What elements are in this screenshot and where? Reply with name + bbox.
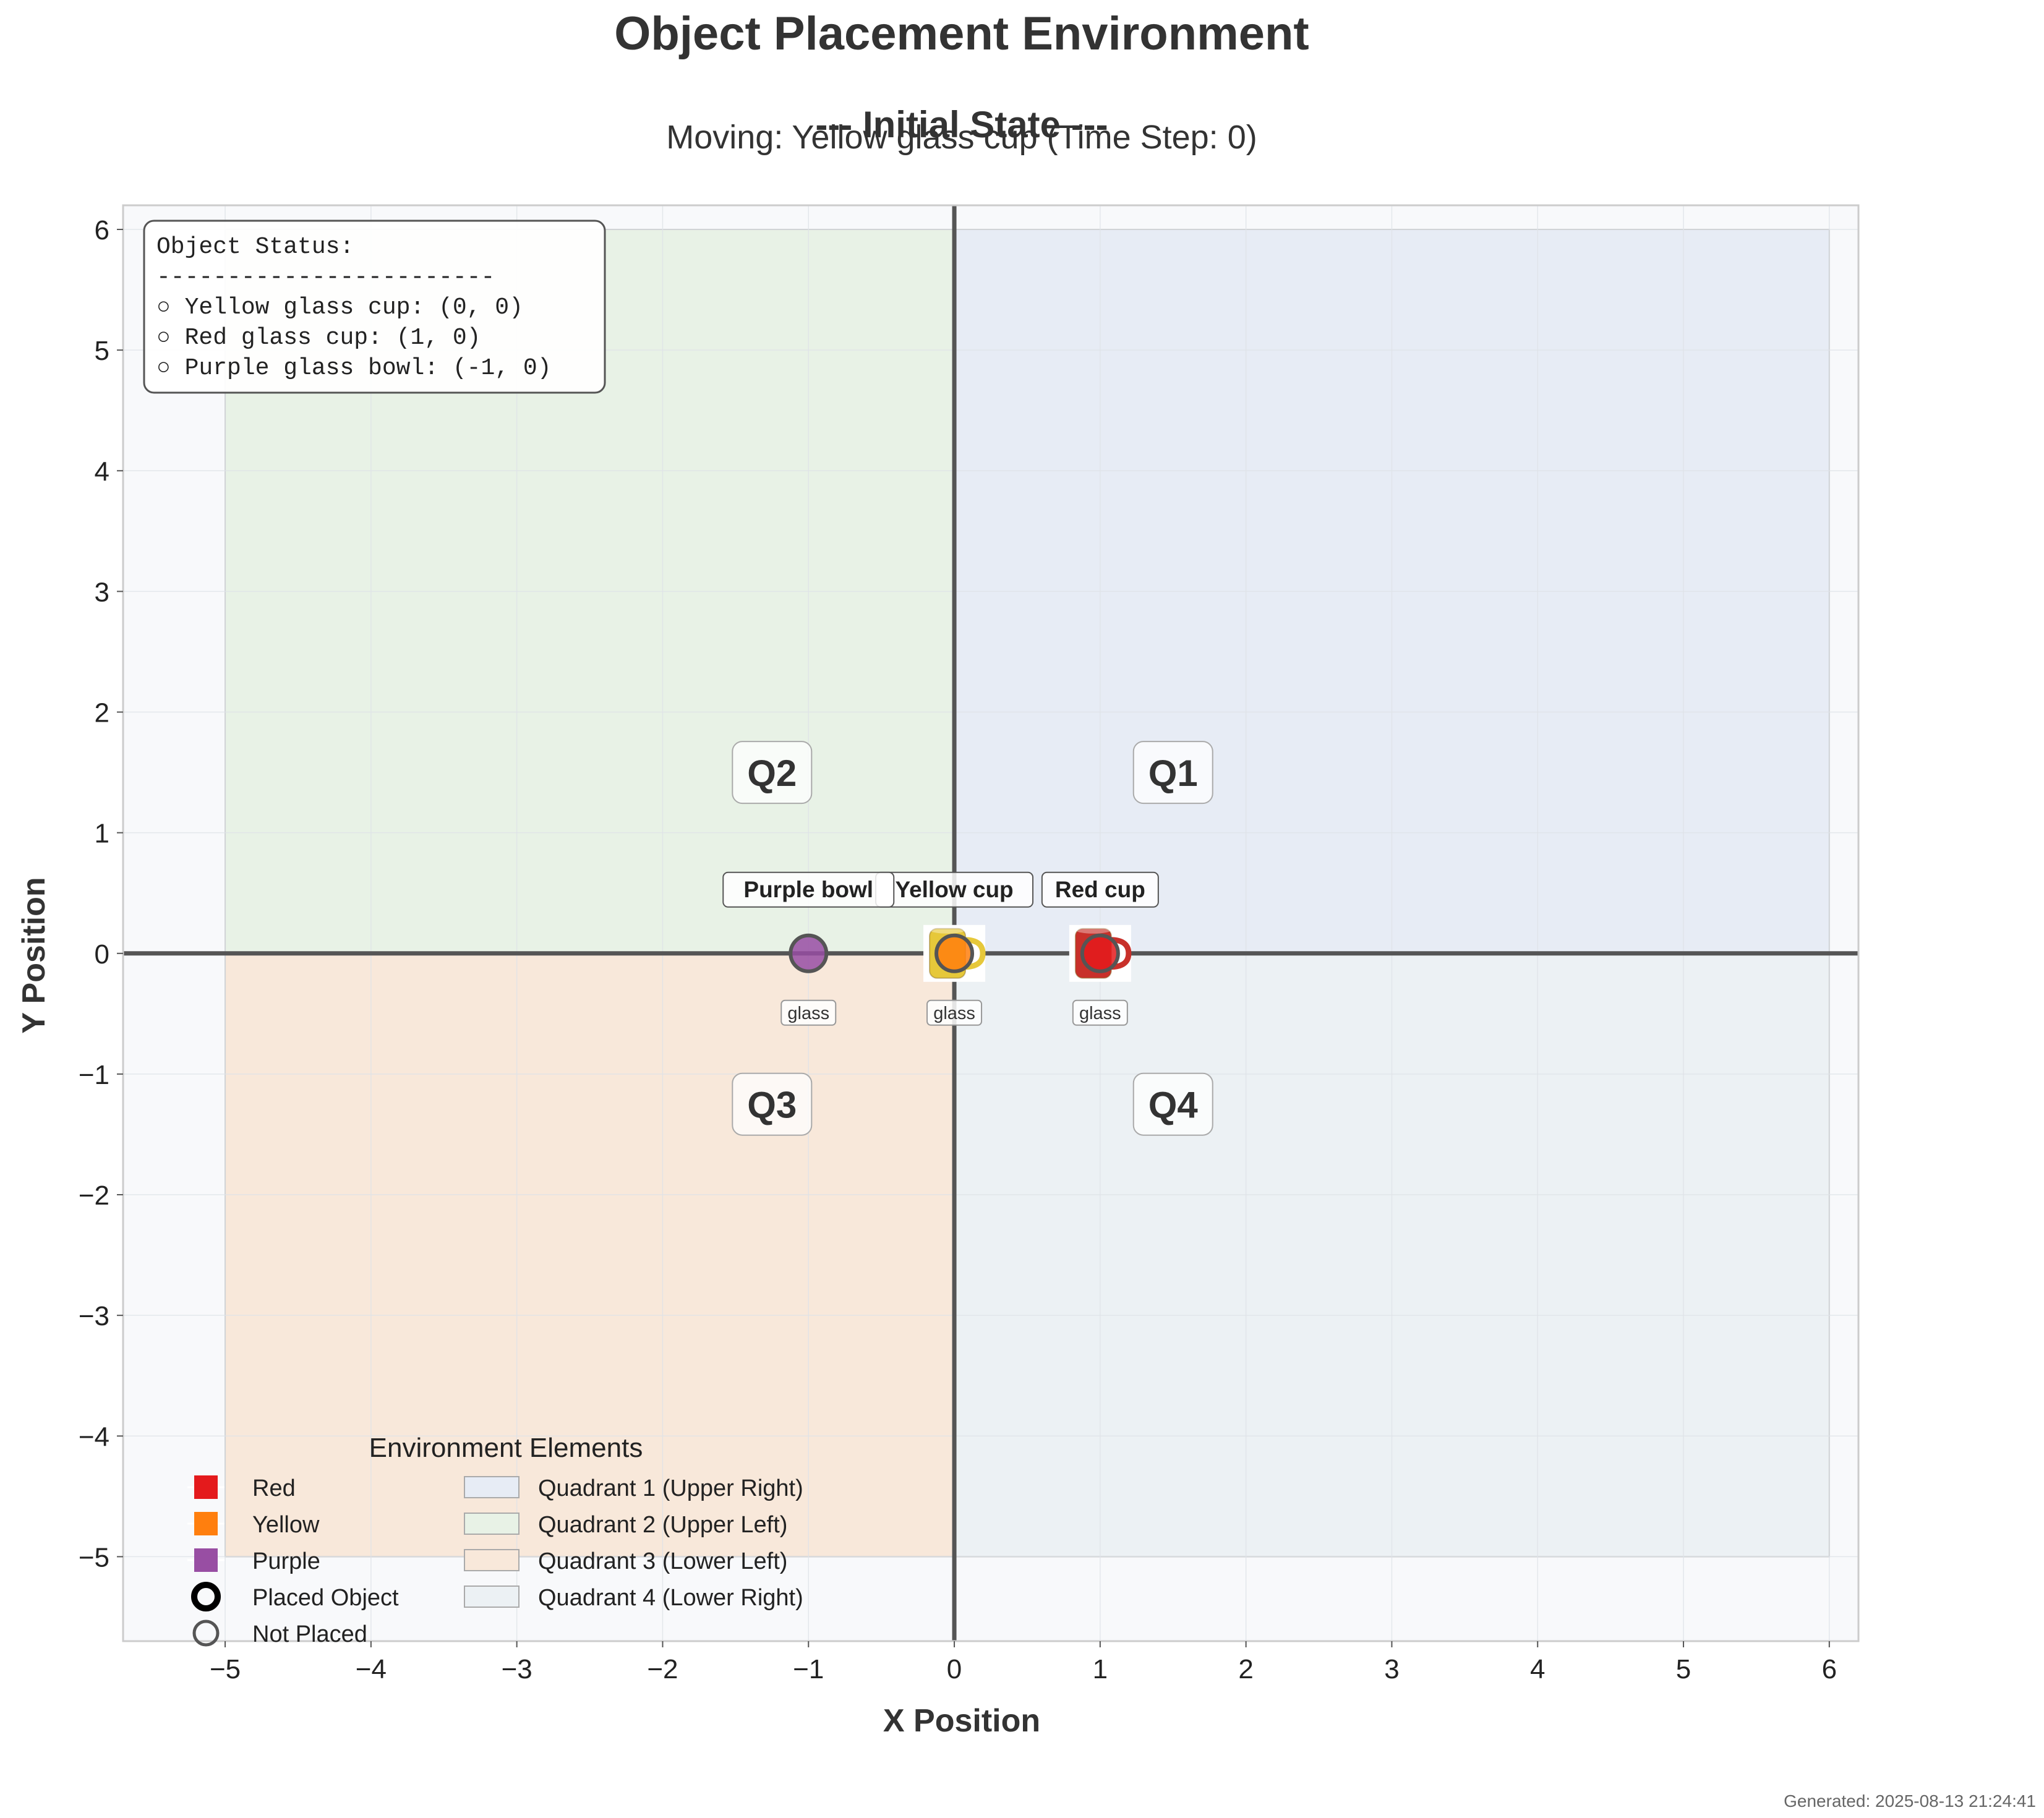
quadrant-label-box (732, 741, 813, 804)
moving-subtitle: Moving: Yellow glass cup (Time Step: 0) (666, 119, 1257, 156)
x-tick-label: 5 (1676, 1654, 1691, 1684)
quadrant-label-q2: Q2 (747, 753, 797, 794)
object-marker (1080, 933, 1120, 973)
y-tick-label: 3 (95, 577, 109, 607)
status-box (143, 220, 606, 394)
y-tick-label: 5 (95, 336, 109, 366)
x-tick-label: −2 (647, 1654, 678, 1684)
y-tick-label: −2 (79, 1180, 109, 1211)
status-box-line: Object Status: (156, 234, 354, 260)
status-box-line: ○ Red glass cup: (1, 0) (156, 325, 481, 351)
object-label-box (722, 871, 895, 908)
object-label: Purple bowl (743, 877, 873, 902)
y-tick-label: −4 (79, 1422, 109, 1452)
legend-marker-square (194, 1475, 218, 1499)
status-box-line: ○ Purple glass bowl: (-1, 0) (156, 355, 552, 382)
y-tick-label: 6 (95, 215, 109, 245)
y-tick-label: −5 (79, 1542, 109, 1573)
legend-item-label: Not Placed (252, 1621, 367, 1647)
legend-item-label: Red (252, 1475, 296, 1501)
legend-item-label: Quadrant 4 (Lower Right) (538, 1585, 803, 1611)
material-label: glass (933, 1004, 975, 1023)
quadrant-region-3 (224, 952, 956, 1558)
x-tick-label: 6 (1822, 1654, 1837, 1684)
quadrant-label-box (1132, 1072, 1213, 1136)
state-label: --- Initial State --- (815, 104, 1108, 145)
generated-timestamp: Generated: 2025-08-13 21:24:41 (1784, 1791, 2036, 1811)
object-label-box (1041, 871, 1159, 908)
material-label: glass (1079, 1004, 1121, 1023)
x-tick-label: 0 (947, 1654, 962, 1684)
legend-patch (464, 1585, 520, 1608)
y-tick-label: 0 (95, 939, 109, 970)
quadrant-label-box (1132, 741, 1213, 804)
y-tick-label: 2 (95, 698, 109, 728)
mug-handle (1110, 937, 1132, 970)
x-tick-label: −4 (356, 1654, 387, 1684)
y-axis-label: Y Position (16, 877, 52, 1033)
legend-marker-ring (191, 1582, 221, 1611)
legend-item-label: Placed Object (252, 1585, 399, 1611)
figure-title: Object Placement Environment (614, 7, 1309, 60)
mug-rim (930, 926, 966, 934)
x-tick-label: 1 (1093, 1654, 1108, 1684)
y-tick-label: −3 (79, 1301, 109, 1331)
status-box-line: ○ Yellow glass cup: (0, 0) (156, 294, 523, 321)
legend-item-label: Yellow (252, 1512, 320, 1538)
material-label: glass (787, 1004, 829, 1023)
material-label-box (1072, 999, 1128, 1026)
y-tick-label: −1 (79, 1060, 109, 1090)
legend-item-label: Purple (252, 1548, 320, 1574)
y-tick-label: 1 (95, 819, 109, 849)
legend-patch (464, 1549, 520, 1571)
plot-area: −5 −4 −3 −2 −1 0 1 2 3 4 5 6 −5 −4 −3 −2 −1 0 1 2 3 4 5 6 Q1 Q2 Q3… (79, 204, 1860, 1684)
object-marker (934, 933, 975, 973)
legend-patch (464, 1513, 520, 1535)
status-box-line: ------------------------ (156, 264, 495, 291)
material-label-box (780, 999, 837, 1026)
legend-item-label: Quadrant 3 (Lower Left) (538, 1548, 787, 1574)
x-tick-label: 2 (1238, 1654, 1253, 1684)
legend-marker-square (194, 1512, 218, 1535)
material-label-box (926, 999, 983, 1026)
legend-item-label: Quadrant 2 (Upper Left) (538, 1512, 787, 1538)
quadrant-label-box (732, 1072, 813, 1136)
quadrant-label-q4: Q4 (1148, 1085, 1199, 1126)
x-tick-label: 4 (1530, 1654, 1545, 1684)
mug-rim (1075, 926, 1111, 934)
x-tick-label: −5 (210, 1654, 241, 1684)
quadrant-label-q1: Q1 (1148, 753, 1198, 794)
x-axis-label: X Position (883, 1703, 1040, 1739)
legend-item-label: Quadrant 1 (Upper Right) (538, 1475, 803, 1501)
legend-patch (464, 1476, 520, 1498)
object-marker (789, 933, 829, 973)
legend-title: Environment Elements (369, 1433, 643, 1463)
y-tick-label: 4 (95, 456, 109, 487)
legend-marker-square (194, 1548, 218, 1572)
legend-marker-ring (192, 1620, 220, 1647)
mug-handle (964, 937, 986, 970)
x-tick-label: −1 (793, 1654, 824, 1684)
x-tick-label: 3 (1384, 1654, 1399, 1684)
x-tick-label: −3 (502, 1654, 532, 1684)
quadrant-label-q3: Q3 (747, 1085, 797, 1126)
plot-frame (122, 204, 1860, 1642)
object-label: Yellow cup (895, 877, 1013, 902)
object-label: Red cup (1055, 877, 1145, 902)
